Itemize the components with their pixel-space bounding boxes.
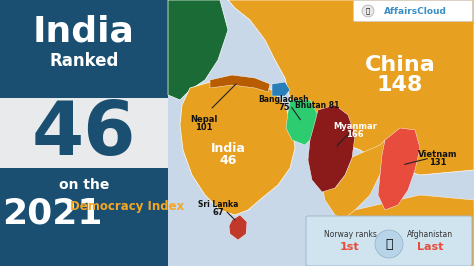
Text: 🏛: 🏛 (385, 238, 393, 251)
Polygon shape (228, 0, 474, 175)
Polygon shape (229, 215, 247, 240)
Text: 148: 148 (377, 75, 423, 95)
Text: Vietnam: Vietnam (418, 150, 458, 159)
Polygon shape (308, 105, 355, 192)
Text: 131: 131 (429, 158, 447, 167)
Polygon shape (286, 100, 318, 145)
FancyBboxPatch shape (306, 216, 472, 266)
Polygon shape (310, 195, 474, 266)
Text: AffairsCloud: AffairsCloud (383, 6, 447, 15)
Polygon shape (210, 75, 270, 92)
Polygon shape (272, 82, 290, 96)
Text: 46: 46 (32, 98, 136, 171)
Text: Bangladesh: Bangladesh (259, 95, 310, 104)
Text: India: India (33, 14, 135, 48)
Text: on the: on the (59, 178, 109, 192)
Text: 🔔: 🔔 (366, 8, 370, 14)
Text: Myanmar: Myanmar (333, 122, 377, 131)
FancyBboxPatch shape (168, 0, 474, 266)
Text: China: China (365, 55, 436, 75)
FancyBboxPatch shape (0, 98, 168, 168)
Text: 75: 75 (278, 103, 290, 112)
Text: Norway ranks: Norway ranks (324, 230, 376, 239)
Text: Ranked: Ranked (49, 52, 118, 70)
Text: Sri Lanka: Sri Lanka (198, 200, 238, 209)
Polygon shape (378, 128, 420, 210)
Polygon shape (180, 78, 295, 215)
Text: 1st: 1st (340, 242, 360, 252)
Circle shape (362, 5, 374, 17)
Text: Bhutan 81: Bhutan 81 (295, 101, 339, 110)
FancyBboxPatch shape (0, 168, 168, 266)
Text: Afghanistan: Afghanistan (407, 230, 453, 239)
Circle shape (375, 230, 403, 258)
Text: 166: 166 (346, 130, 364, 139)
Text: 2021: 2021 (2, 196, 102, 230)
Text: Nepal: Nepal (191, 115, 218, 124)
Text: 101: 101 (195, 123, 213, 132)
FancyBboxPatch shape (0, 0, 168, 98)
Text: 67: 67 (212, 208, 224, 217)
Text: #3a8fc4: #3a8fc4 (413, 10, 419, 11)
Text: 46: 46 (219, 153, 237, 167)
Polygon shape (168, 0, 228, 100)
Text: India: India (210, 142, 246, 155)
Polygon shape (322, 140, 385, 220)
FancyBboxPatch shape (354, 1, 473, 22)
Text: Last: Last (417, 242, 443, 252)
Text: Democracy Index: Democracy Index (70, 200, 184, 213)
